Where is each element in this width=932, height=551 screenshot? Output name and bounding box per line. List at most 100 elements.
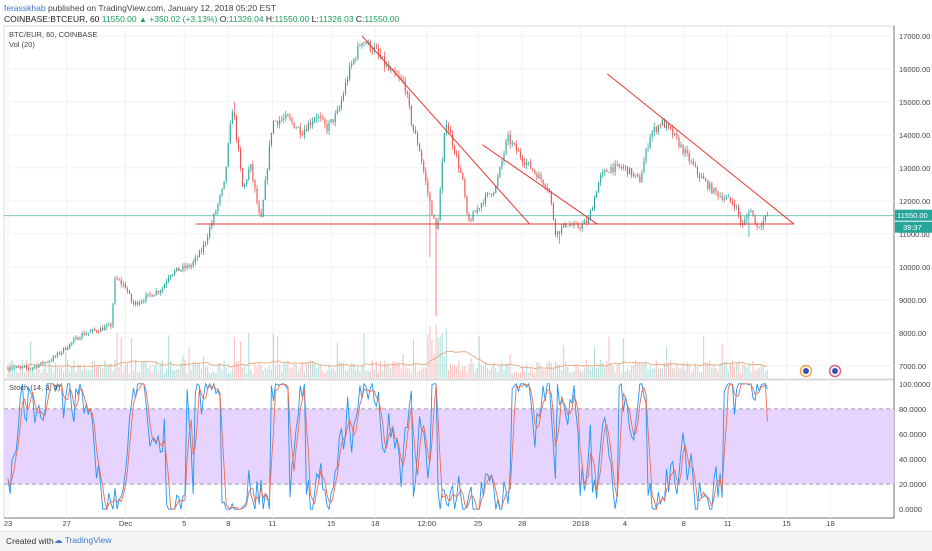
candle-body [684, 149, 686, 154]
time-tick-label: 12:00 [417, 519, 436, 528]
volume-bar [670, 360, 672, 378]
volume-bar [229, 373, 231, 378]
volume-bar [511, 373, 513, 378]
resistance-trendline[interactable] [607, 73, 795, 225]
candle-body [651, 132, 653, 137]
time-tick-label: 2018 [573, 519, 590, 528]
high-value: 11550.00 [274, 14, 310, 24]
time-tick-label: 11 [269, 519, 277, 528]
volume-bar [361, 364, 363, 378]
volume-bar [698, 372, 701, 378]
volume-bar [157, 371, 159, 378]
candle-body [307, 122, 310, 131]
candle-body [108, 324, 110, 326]
candle-body [17, 366, 19, 368]
candle-body [227, 143, 229, 167]
volume-bar [170, 361, 172, 378]
author-link[interactable]: ferasskhab [4, 3, 46, 13]
volume-bar [116, 333, 118, 378]
candle-body [252, 163, 254, 180]
price-tick-label: 13000.00 [899, 164, 930, 173]
volume-bar [318, 365, 320, 378]
tradingview-logo[interactable]: ☁ TradingView [54, 535, 112, 545]
volume-bar [213, 371, 215, 378]
volume-bar [132, 370, 135, 378]
volume-bar [369, 371, 371, 378]
candle-body [489, 193, 491, 194]
volume-bar [476, 367, 478, 378]
volume-bar [106, 364, 108, 378]
resistance-trendline[interactable] [361, 35, 530, 225]
resistance-trendline[interactable] [482, 144, 598, 225]
candle-body [309, 122, 312, 125]
volume-bar [97, 365, 100, 378]
candle-body [589, 210, 591, 219]
volume-bar [23, 371, 26, 378]
candle-body [297, 127, 299, 128]
candle-body [690, 161, 692, 162]
stoch-tick-label: 0.0000 [899, 505, 922, 514]
candle-body [561, 227, 563, 234]
candle-body [9, 368, 11, 370]
volume-bar [108, 363, 110, 378]
volume-bar [392, 361, 394, 378]
volume-bar [114, 359, 116, 378]
candle-body [762, 220, 764, 226]
volume-bar [52, 372, 54, 378]
volume-bar [513, 372, 515, 378]
volume-bar [388, 365, 390, 378]
candle-body [361, 42, 363, 47]
volume-bar [359, 370, 361, 378]
candle-body [458, 154, 460, 169]
candle-body [587, 218, 589, 223]
publish-info: published on TradingView.com, January 12… [45, 3, 277, 13]
candle-body [73, 338, 75, 343]
candle-body [606, 170, 608, 173]
chart-svg[interactable]: 7000.00 8000.00 9000.00 10000.00 11000.00 120… [0, 0, 932, 531]
volume-bar [686, 361, 688, 378]
volume-bar [575, 364, 577, 378]
candle-body [441, 161, 443, 191]
change-up-icon: ▲ [139, 15, 147, 24]
candle-body [577, 223, 579, 228]
volume-bar [87, 370, 89, 378]
candle-body [655, 127, 657, 132]
volume-bar [244, 365, 246, 378]
volume-bar [587, 366, 589, 378]
volume-bar [460, 370, 462, 378]
volume-bar [742, 364, 744, 378]
volume-bar [207, 366, 209, 378]
candle-body [482, 203, 484, 204]
volume-bar [489, 370, 491, 378]
volume-bar [297, 370, 299, 378]
volume-bar [299, 366, 301, 378]
candle-body [419, 144, 421, 152]
candle-body [668, 123, 670, 127]
volume-bar [233, 337, 235, 378]
volume-bar [425, 367, 427, 378]
candle-body [242, 168, 244, 187]
candle-body [493, 192, 495, 195]
volume-bar [762, 365, 764, 378]
candle-body [147, 293, 149, 296]
volume-bar [554, 362, 557, 378]
volume-bar [237, 361, 240, 378]
candle-body [491, 193, 493, 195]
candle-body [349, 65, 351, 80]
candle-body [207, 236, 209, 243]
volume-bar [120, 337, 122, 378]
volume-bar [182, 355, 184, 378]
candle-body [122, 284, 124, 285]
volume-bar [532, 371, 534, 378]
volume-bar [384, 360, 386, 378]
candle-body [628, 168, 631, 175]
candle-body [653, 127, 655, 133]
volume-bar [219, 362, 221, 378]
candle-body [81, 333, 83, 339]
candle-body [748, 212, 750, 216]
candle-body [622, 167, 624, 169]
volume-bar [515, 371, 517, 378]
candle-body [44, 362, 46, 364]
last-price-tag [895, 209, 932, 221]
candle-body [165, 281, 168, 285]
